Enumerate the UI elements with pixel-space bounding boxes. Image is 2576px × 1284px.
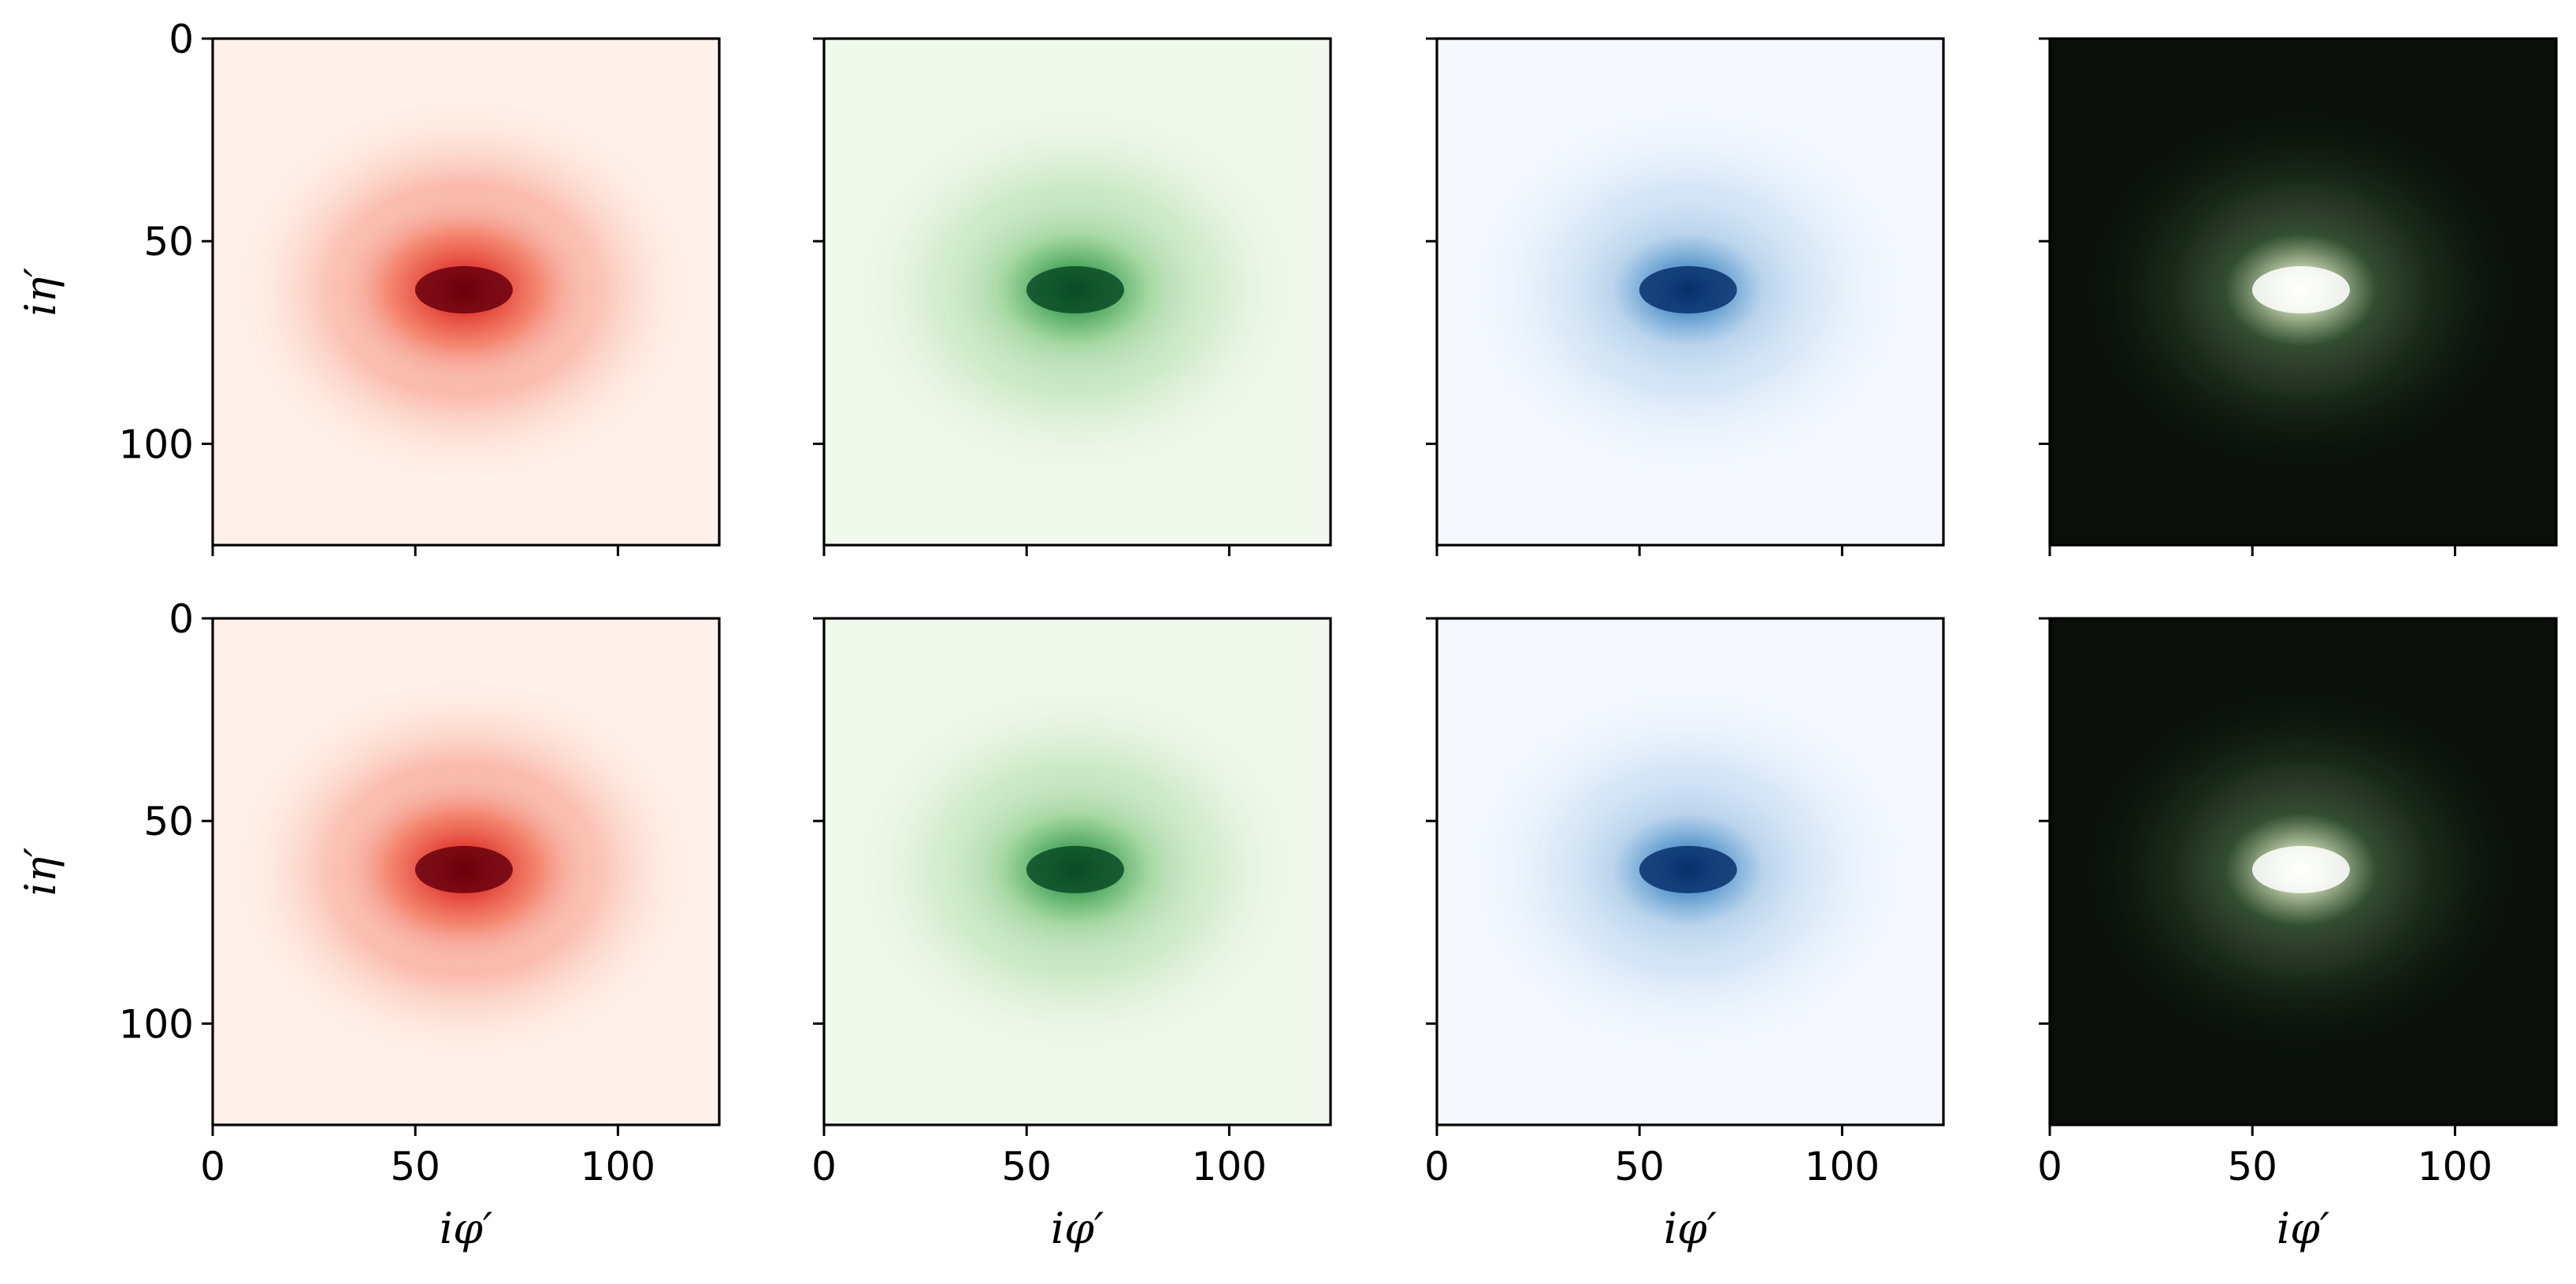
heatmap-panel-r2c1: 0 50 100 0 50 100 iφ′ iη′ bbox=[16, 596, 721, 1253]
axes-frame bbox=[822, 37, 1332, 547]
y-tick-label: 100 bbox=[119, 421, 194, 467]
x-tick-label: 50 bbox=[2227, 1144, 2277, 1189]
y-tick-label: 0 bbox=[169, 596, 194, 642]
x-tick-label: 50 bbox=[1614, 1144, 1665, 1189]
y-axis-label: iη′ bbox=[16, 848, 65, 896]
intensity-peak bbox=[414, 845, 513, 893]
axes-frame bbox=[211, 37, 721, 547]
x-tick-label: 100 bbox=[2418, 1144, 2492, 1189]
intensity-peak bbox=[1026, 265, 1124, 314]
y-tick-label: 50 bbox=[143, 799, 194, 844]
x-tick-label: 50 bbox=[1001, 1144, 1052, 1189]
axes-frame bbox=[1435, 37, 1945, 547]
panel-grid: 0 50 100 iη′ 0 50 100 0 50 100 iφ′ iη′ 0 50 100 iφ′ 0 50 1… bbox=[16, 17, 2558, 1253]
heatmap-panel-r1c4 bbox=[2039, 37, 2558, 556]
intensity-peak bbox=[2251, 845, 2350, 893]
x-tick-label: 100 bbox=[1192, 1144, 1267, 1189]
heatmap-panel-r2c4: 0 50 100 iφ′ bbox=[2037, 617, 2558, 1253]
heatmap-panel-r1c1: 0 50 100 iη′ bbox=[16, 17, 721, 556]
heatmap-panel-r2c3: 0 50 100 iφ′ bbox=[1424, 617, 1945, 1253]
y-axis-label: iη′ bbox=[16, 268, 65, 317]
intensity-peak bbox=[2251, 265, 2350, 314]
x-axis-label: iφ′ bbox=[1051, 1204, 1104, 1253]
axes-frame bbox=[2048, 617, 2558, 1126]
y-tick-label: 100 bbox=[119, 1001, 194, 1047]
axes-frame bbox=[211, 617, 721, 1126]
axes-frame bbox=[2048, 37, 2558, 547]
x-tick-label: 0 bbox=[200, 1144, 225, 1189]
y-tick-label: 50 bbox=[143, 219, 194, 265]
x-tick-label: 0 bbox=[1424, 1144, 1449, 1189]
heatmap-panel-r1c2 bbox=[813, 37, 1332, 556]
y-tick-label: 0 bbox=[169, 17, 194, 62]
intensity-peak bbox=[414, 265, 513, 314]
intensity-peak bbox=[1026, 845, 1124, 893]
x-tick-label: 0 bbox=[2037, 1144, 2062, 1189]
heatmap-panel-r1c3 bbox=[1426, 37, 1945, 556]
heatmap-panel-r2c2: 0 50 100 iφ′ bbox=[811, 617, 1332, 1253]
x-tick-label: 0 bbox=[811, 1144, 837, 1189]
x-axis-label: iφ′ bbox=[440, 1204, 492, 1253]
intensity-peak bbox=[1639, 265, 1737, 314]
x-tick-label: 50 bbox=[390, 1144, 440, 1189]
x-tick-label: 100 bbox=[1805, 1144, 1880, 1189]
x-axis-label: iφ′ bbox=[2277, 1204, 2329, 1253]
x-tick-label: 100 bbox=[581, 1144, 655, 1189]
intensity-peak bbox=[1639, 845, 1737, 893]
axes-frame bbox=[822, 617, 1332, 1126]
x-axis-label: iφ′ bbox=[1664, 1204, 1717, 1253]
axes-frame bbox=[1435, 617, 1945, 1126]
